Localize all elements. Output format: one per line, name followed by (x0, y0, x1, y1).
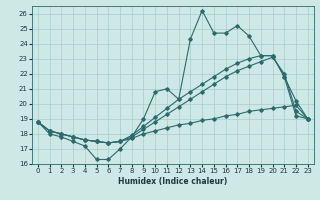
X-axis label: Humidex (Indice chaleur): Humidex (Indice chaleur) (118, 177, 228, 186)
